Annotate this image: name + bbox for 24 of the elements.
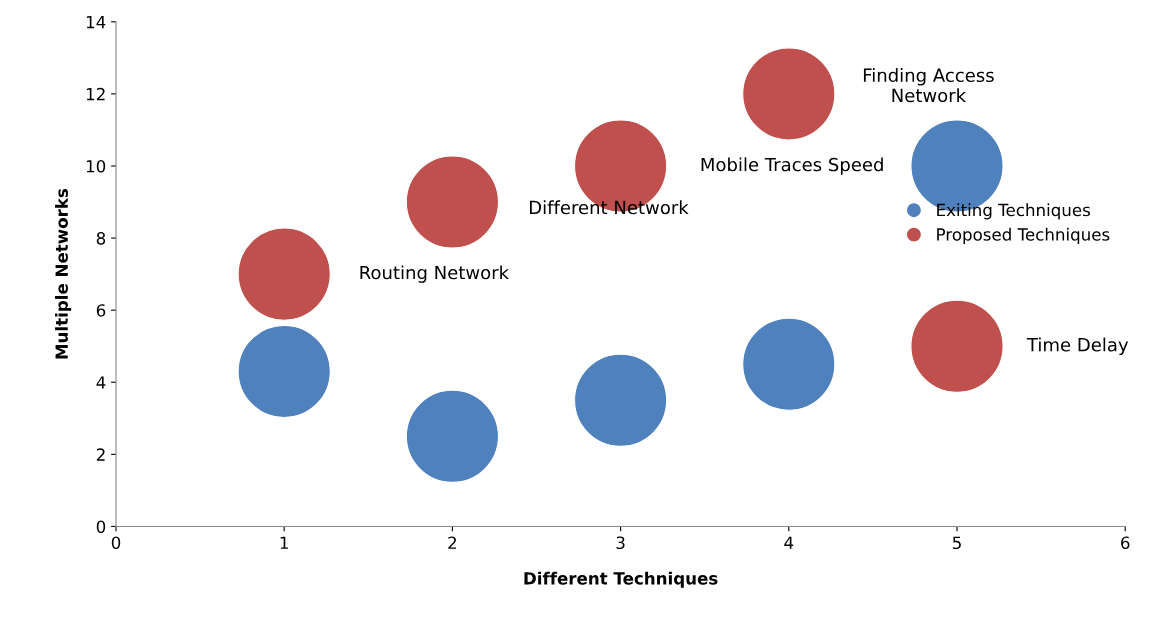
x-tick-label: 1: [280, 536, 288, 549]
y-tick-label: 8: [96, 232, 106, 245]
annotation: Finding Access Network: [863, 68, 994, 103]
y-tick-label: 4: [96, 376, 106, 389]
y-tick-label: 14: [86, 15, 106, 29]
x-tick-label: 6: [1121, 536, 1130, 550]
legend-label: Proposed Techniques: [937, 227, 1110, 244]
x-tick-label: 3: [616, 536, 625, 550]
x-tick-label: 4: [784, 536, 794, 549]
y-tick-label: 2: [96, 448, 105, 461]
x-tick-label: 2: [448, 536, 457, 549]
annotation: Routing Network: [360, 265, 510, 283]
annotation: Different Network: [530, 200, 689, 215]
annotation: Mobile Traces Speed: [701, 157, 883, 175]
y-tick-label: 12: [86, 87, 105, 101]
x-axis-title: Different Techniques: [524, 571, 718, 588]
legend-label: Exiting Techniques: [937, 203, 1090, 220]
y-tick-label: 6: [96, 304, 106, 317]
y-tick-label: 10: [86, 159, 106, 173]
y-tick-label: 0: [96, 520, 106, 533]
annotation: Time Delay: [1026, 337, 1129, 356]
y-axis-title: Multiple Networks: [55, 188, 72, 359]
x-tick-label: 5: [952, 536, 961, 550]
x-tick-label: 0: [111, 536, 121, 550]
